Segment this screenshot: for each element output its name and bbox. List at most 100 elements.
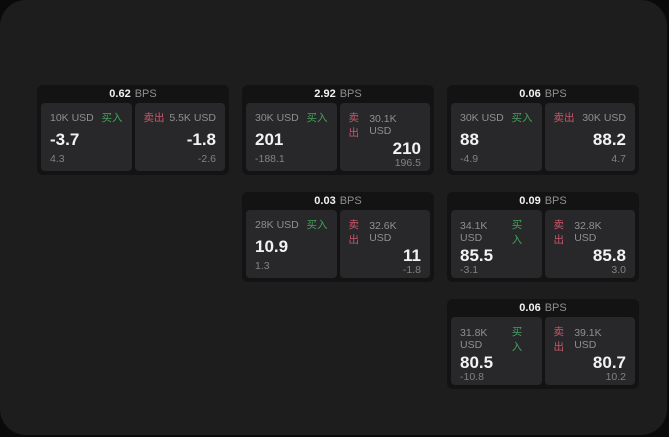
card-body: 10K USD 买入 -3.7 4.3 卖出 5.5K USD -1.8 -2.… [41, 103, 225, 171]
sell-pane-header: 卖出 5.5K USD [144, 110, 217, 125]
buy-pane-header: 34.1K USD 买入 [460, 217, 533, 247]
buy-pane-header: 31.8K USD 买入 [460, 324, 533, 354]
buy-size: 10K USD [50, 111, 94, 124]
sell-pane[interactable]: 卖出 39.1K USD 80.7 10.2 [544, 317, 635, 385]
bps-unit-label: BPS [134, 88, 157, 100]
sell-label: 卖出 [348, 112, 360, 139]
sell-size: 39.1K USD [574, 327, 602, 351]
buy-size: 28K USD [255, 218, 299, 231]
sell-sub-value: 10.2 [605, 371, 626, 383]
buy-main-value: 201 [255, 129, 284, 149]
sell-sub-value: 3.0 [611, 264, 626, 276]
sell-label: 卖出 [143, 112, 165, 124]
quote-card[interactable]: 0.03 BPS 28K USD 买入 10.9 1.3 卖出 32.6K US… [242, 192, 434, 282]
sell-label: 卖出 [553, 219, 565, 246]
buy-pane[interactable]: 28K USD 买入 10.9 1.3 [246, 210, 337, 278]
buy-size: 31.8K USD [460, 327, 488, 351]
buy-pane[interactable]: 34.1K USD 买入 85.5 -3.1 [451, 210, 542, 278]
bps-value: 0.03 [314, 195, 336, 207]
buy-sub-value: -188.1 [255, 153, 285, 165]
sell-size: 5.5K USD [169, 111, 216, 124]
bps-unit-label: BPS [544, 302, 567, 314]
buy-main-value: 10.9 [255, 236, 289, 256]
buy-pane-header: 10K USD 买入 [50, 110, 123, 125]
card-header: 0.09 BPS [451, 192, 635, 210]
card-body: 30K USD 买入 201 -188.1 卖出 30.1K USD 210 1… [246, 103, 430, 171]
sell-main-value: 80.7 [592, 353, 626, 372]
buy-label: 买入 [511, 219, 523, 246]
buy-pane[interactable]: 10K USD 买入 -3.7 4.3 [41, 103, 132, 171]
quote-card[interactable]: 2.92 BPS 30K USD 买入 201 -188.1 卖出 30.1K … [242, 85, 434, 175]
buy-pane[interactable]: 30K USD 买入 201 -188.1 [246, 103, 337, 171]
buy-size: 34.1K USD [460, 220, 488, 244]
buy-label: 买入 [306, 219, 328, 231]
card-header: 0.03 BPS [246, 192, 430, 210]
sell-size: 32.8K USD [574, 220, 602, 244]
buy-label: 买入 [101, 112, 123, 124]
buy-main-value: 85.5 [460, 246, 494, 265]
quote-card-grid: 0.62 BPS 10K USD 买入 -3.7 4.3 卖出 5.5K USD… [37, 85, 639, 389]
sell-pane[interactable]: 卖出 30.1K USD 210 196.5 [339, 103, 430, 171]
bps-value: 2.92 [314, 88, 336, 100]
sell-size: 30K USD [582, 111, 626, 124]
bps-value: 0.06 [519, 302, 541, 314]
buy-pane[interactable]: 31.8K USD 买入 80.5 -10.8 [451, 317, 542, 385]
bps-value: 0.09 [519, 195, 541, 207]
sell-size: 32.6K USD [369, 220, 397, 244]
buy-pane[interactable]: 30K USD 买入 88 -4.9 [451, 103, 542, 171]
buy-label: 买入 [511, 112, 533, 124]
bps-unit-label: BPS [339, 195, 362, 207]
card-body: 34.1K USD 买入 85.5 -3.1 卖出 32.8K USD 85.8… [451, 210, 635, 278]
buy-sub-value: -10.8 [460, 371, 484, 383]
buy-main-value: 80.5 [460, 353, 494, 372]
buy-main-value: 88 [460, 129, 479, 149]
sell-pane-header: 卖出 39.1K USD [554, 324, 627, 354]
quote-card[interactable]: 0.62 BPS 10K USD 买入 -3.7 4.3 卖出 5.5K USD… [37, 85, 229, 175]
bps-unit-label: BPS [544, 195, 567, 207]
card-body: 31.8K USD 买入 80.5 -10.8 卖出 39.1K USD 80.… [451, 317, 635, 385]
sell-pane-header: 卖出 30K USD [554, 110, 627, 125]
sell-pane-header: 卖出 32.6K USD [349, 217, 422, 247]
buy-main-value: -3.7 [50, 129, 80, 149]
bps-unit-label: BPS [544, 88, 567, 100]
sell-label: 卖出 [553, 326, 565, 353]
buy-label: 买入 [306, 112, 328, 124]
sell-pane[interactable]: 卖出 30K USD 88.2 4.7 [544, 103, 635, 171]
sell-size: 30.1K USD [369, 113, 397, 137]
card-header: 0.62 BPS [41, 85, 225, 103]
sell-pane[interactable]: 卖出 32.8K USD 85.8 3.0 [544, 210, 635, 278]
buy-sub-value: -3.1 [460, 264, 479, 276]
bps-value: 0.06 [519, 88, 541, 100]
sell-main-value: -1.8 [186, 129, 216, 149]
buy-size: 30K USD [255, 111, 299, 124]
sell-label: 卖出 [348, 219, 360, 246]
sell-main-value: 210 [392, 139, 421, 158]
sell-main-value: 11 [403, 246, 421, 265]
sell-pane[interactable]: 卖出 32.6K USD 11 -1.8 [339, 210, 430, 278]
quote-card[interactable]: 0.06 BPS 31.8K USD 买入 80.5 -10.8 卖出 39.1… [447, 299, 639, 389]
sell-label: 卖出 [553, 112, 575, 124]
buy-sub-value: 1.3 [255, 260, 270, 272]
sell-sub-value: 4.7 [611, 153, 626, 165]
buy-size: 30K USD [460, 111, 504, 124]
sell-main-value: 88.2 [592, 129, 626, 149]
quote-card[interactable]: 0.09 BPS 34.1K USD 买入 85.5 -3.1 卖出 32.8K… [447, 192, 639, 282]
bps-unit-label: BPS [339, 88, 362, 100]
sell-pane-header: 卖出 30.1K USD [349, 110, 422, 140]
buy-label: 买入 [511, 326, 523, 353]
buy-pane-header: 30K USD 买入 [460, 110, 533, 125]
sell-pane-header: 卖出 32.8K USD [554, 217, 627, 247]
card-header: 2.92 BPS [246, 85, 430, 103]
buy-pane-header: 30K USD 买入 [255, 110, 328, 125]
buy-pane-header: 28K USD 买入 [255, 217, 328, 232]
card-header: 0.06 BPS [451, 85, 635, 103]
buy-sub-value: -4.9 [460, 153, 479, 165]
sell-sub-value: -2.6 [197, 153, 216, 165]
bps-value: 0.62 [109, 88, 131, 100]
card-body: 28K USD 买入 10.9 1.3 卖出 32.6K USD 11 -1.8 [246, 210, 430, 278]
card-header: 0.06 BPS [451, 299, 635, 317]
sell-pane[interactable]: 卖出 5.5K USD -1.8 -2.6 [134, 103, 225, 171]
sell-sub-value: 196.5 [394, 157, 421, 169]
quote-card[interactable]: 0.06 BPS 30K USD 买入 88 -4.9 卖出 30K USD 8… [447, 85, 639, 175]
